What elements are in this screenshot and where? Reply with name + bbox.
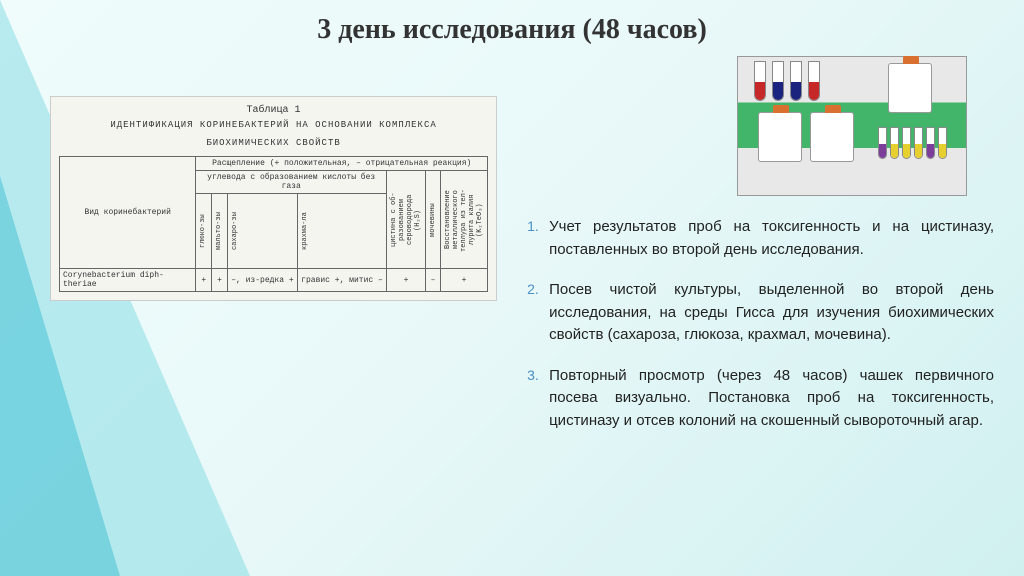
cell: –, из-редка + xyxy=(227,269,297,292)
col-urea: мочевины xyxy=(429,185,437,255)
table-caption: Таблица 1 xyxy=(59,105,488,116)
test-tube-icon xyxy=(926,127,935,159)
col-maltose: мальто-зы xyxy=(215,196,223,266)
list-item: 1. Учет результатов проб на токсигенност… xyxy=(527,216,994,261)
list-number: 3. xyxy=(527,365,549,433)
list-number: 2. xyxy=(527,279,549,347)
cell: гравис +, митис – xyxy=(297,269,386,292)
list-item: 3. Повторный просмотр (через 48 часов) ч… xyxy=(527,365,994,433)
test-tube-icon xyxy=(890,127,899,159)
procedure-list: 1. Учет результатов проб на токсигенност… xyxy=(517,216,994,432)
reagent-bottle-icon xyxy=(758,112,802,162)
col-glucose: глюко-зы xyxy=(199,196,207,266)
test-tube-icon xyxy=(808,61,820,101)
table-subtitle-2: БИОХИМИЧЕСКИХ СВОЙСТВ xyxy=(59,138,488,148)
test-tube-icon xyxy=(790,61,802,101)
col-sucrose: сахаро-зы xyxy=(231,196,239,266)
lab-photo xyxy=(737,56,967,196)
col-tellur: Восстановление металлического теллура из… xyxy=(444,185,484,255)
list-text: Посев чистой культуры, выделенной во вто… xyxy=(549,279,994,347)
test-tube-icon xyxy=(754,61,766,101)
col-starch: крахма-ла xyxy=(301,196,309,266)
test-tube-icon xyxy=(878,127,887,159)
cell: + xyxy=(441,269,488,292)
cell: + xyxy=(196,269,212,292)
col-group: Расщепление (+ положительная, – отрицате… xyxy=(196,157,488,171)
list-text: Учет результатов проб на токсигенность и… xyxy=(549,216,994,261)
content-area: Таблица 1 ИДЕНТИФИКАЦИЯ КОРИНЕБАКТЕРИЙ Н… xyxy=(0,46,1024,450)
table-subtitle-1: ИДЕНТИФИКАЦИЯ КОРИНЕБАКТЕРИЙ НА ОСНОВАНИ… xyxy=(59,120,488,130)
cell: – xyxy=(426,269,441,292)
test-tube-icon xyxy=(772,61,784,101)
test-tube-icon xyxy=(914,127,923,159)
biochem-table: Вид коринебактерий Расщепление (+ положи… xyxy=(59,156,488,292)
cell: + xyxy=(212,269,228,292)
list-item: 2. Посев чистой культуры, выделенной во … xyxy=(527,279,994,347)
row-header: Вид коринебактерий xyxy=(60,157,196,269)
table-row: Corynebacterium diph-theriae + + –, из-р… xyxy=(60,269,488,292)
reagent-bottle-icon xyxy=(810,112,854,162)
test-tube-icon xyxy=(938,127,947,159)
test-tube-icon xyxy=(902,127,911,159)
left-column: Таблица 1 ИДЕНТИФИКАЦИЯ КОРИНЕБАКТЕРИЙ Н… xyxy=(50,56,497,450)
reagent-bottle-icon xyxy=(888,63,932,113)
table-scan: Таблица 1 ИДЕНТИФИКАЦИЯ КОРИНЕБАКТЕРИЙ Н… xyxy=(50,96,497,301)
right-column: 1. Учет результатов проб на токсигенност… xyxy=(497,56,994,450)
col-cystine: цистина с об-разованием сероводорода (H₂… xyxy=(390,185,422,255)
cell: + xyxy=(387,269,426,292)
sub-group: углевода с образованием кислоты без газа xyxy=(196,171,387,194)
row-label: Corynebacterium diph-theriae xyxy=(60,269,196,292)
list-text: Повторный просмотр (через 48 часов) чаше… xyxy=(549,365,994,433)
list-number: 1. xyxy=(527,216,549,261)
